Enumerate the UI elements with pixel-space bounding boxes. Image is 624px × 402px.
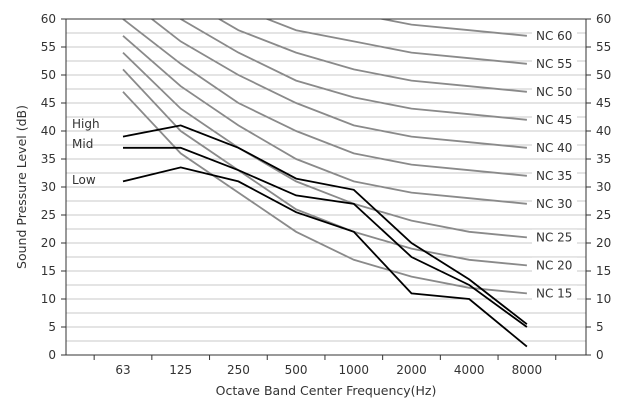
nc-label-bg <box>532 139 577 155</box>
y-tick-label-right: 0 <box>596 348 604 362</box>
x-tick-label: 500 <box>285 363 308 377</box>
x-axis: 63 125 250 500 1000 2000 4000 8000 <box>93 355 557 377</box>
nc-curve-label: NC 45 <box>536 113 572 127</box>
measured-series <box>122 124 528 348</box>
y-tick-label: 15 <box>41 264 56 278</box>
y-axis-right: 0 5 10 15 20 25 30 35 40 45 50 55 60 <box>586 12 611 362</box>
x-axis-title: Octave Band Center Frequency(Hz) <box>216 383 437 398</box>
y-tick-label: 50 <box>41 68 56 82</box>
nc-label-bg <box>532 27 577 43</box>
x-tick-label: 125 <box>169 363 192 377</box>
nc-curve-line <box>179 19 527 121</box>
nc-curve-label: NC 25 <box>536 230 572 244</box>
nc-curve-label: NC 20 <box>536 258 572 272</box>
y-tick-label-right: 35 <box>596 152 611 166</box>
y-tick-label: 10 <box>41 292 56 306</box>
y-tick-label-right: 40 <box>596 124 611 138</box>
nc-curve-line <box>264 19 527 65</box>
nc-curve-line <box>122 91 527 295</box>
nc-curve-line <box>150 19 527 149</box>
nc-curve-label: NC 40 <box>536 141 572 155</box>
nc-label-bg <box>532 229 577 245</box>
y-tick-label-right: 60 <box>596 12 611 26</box>
nc-curve-labels: NC 15 NC 20 NC 25 NC 30 NC 35 NC 40 NC 45 NC 50… <box>532 27 577 301</box>
series-label: Mid <box>72 137 93 151</box>
nc-curve-line <box>217 19 527 93</box>
y-tick-label-right: 15 <box>596 264 611 278</box>
y-tick-label: 55 <box>41 40 56 54</box>
y-tick-label: 0 <box>48 348 56 362</box>
series-label: Low <box>72 173 96 187</box>
x-tick-label: 63 <box>115 363 130 377</box>
y-tick-label: 30 <box>41 180 56 194</box>
nc-label-bg <box>532 285 577 301</box>
nc-curve-line <box>122 19 527 177</box>
y-tick-label-right: 55 <box>596 40 611 54</box>
y-tick-label-right: 45 <box>596 96 611 110</box>
nc-label-bg <box>532 83 577 99</box>
nc-curve-label: NC 60 <box>536 29 572 43</box>
y-tick-label-right: 25 <box>596 208 611 222</box>
nc-curve-label: NC 30 <box>536 197 572 211</box>
series-line <box>123 146 528 328</box>
x-tick-label: 4000 <box>454 363 485 377</box>
nc-curve-line <box>122 68 527 267</box>
nc-curve-line <box>122 51 527 239</box>
y-tick-label-right: 50 <box>596 68 611 82</box>
y-tick-label-right: 5 <box>596 320 604 334</box>
nc-label-bg <box>532 195 577 211</box>
nc-label-bg <box>532 167 577 183</box>
nc-curve-label: NC 55 <box>536 57 572 71</box>
y-axis-left: 0 5 10 15 20 25 30 35 40 45 50 55 60 <box>41 12 66 362</box>
y-tick-label: 35 <box>41 152 56 166</box>
series-line <box>122 124 528 325</box>
y-tick-label-right: 30 <box>596 180 611 194</box>
y-tick-label-right: 10 <box>596 292 611 306</box>
y-tick-label: 5 <box>48 320 56 334</box>
nc-label-bg <box>532 111 577 127</box>
y-tick-label: 20 <box>41 236 56 250</box>
y-tick-label: 40 <box>41 124 56 138</box>
nc-curve-label: NC 50 <box>536 85 572 99</box>
y-tick-label: 25 <box>41 208 56 222</box>
y-tick-label: 60 <box>41 12 56 26</box>
y-tick-label: 45 <box>41 96 56 110</box>
series-line <box>122 166 528 348</box>
nc-curve-label: NC 35 <box>536 169 572 183</box>
y-tick-label-right: 20 <box>596 236 611 250</box>
nc-curves <box>122 19 527 295</box>
x-tick-label: 8000 <box>512 363 543 377</box>
nc-curve-line <box>377 19 527 37</box>
nc-label-bg <box>532 257 577 273</box>
y-axis-title: Sound Pressure Level (dB) <box>14 105 29 269</box>
nc-curve-label: NC 15 <box>536 286 572 300</box>
nc-curve-line <box>122 35 527 205</box>
series-label: High <box>72 117 100 131</box>
x-tick-label: 250 <box>227 363 250 377</box>
series-labels: High Mid Low <box>72 117 100 187</box>
x-tick-label: 2000 <box>396 363 427 377</box>
x-tick-label: 1000 <box>339 363 370 377</box>
grid <box>66 32 586 342</box>
nc-label-bg <box>532 55 577 71</box>
